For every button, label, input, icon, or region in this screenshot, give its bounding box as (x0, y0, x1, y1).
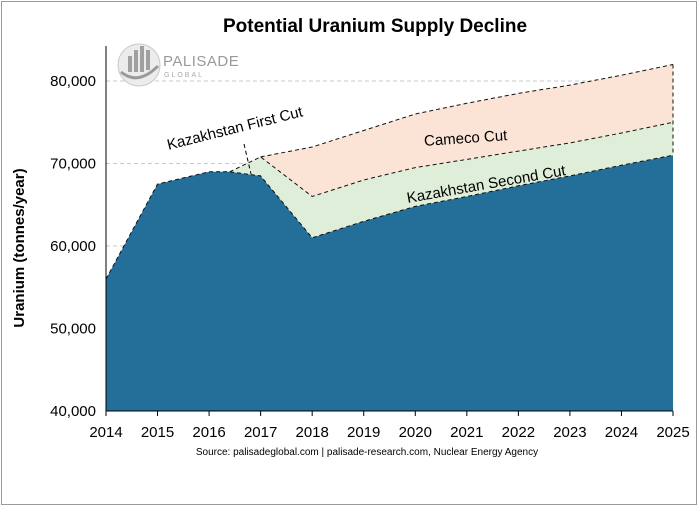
logo-name: PALISADE (163, 53, 239, 70)
annotation-pointer (243, 143, 252, 175)
annotation-kazakhstan-first-cut: Kazakhstan First Cut (165, 103, 305, 153)
logo-bar-icon (140, 46, 144, 72)
x-tick-label: 2021 (450, 424, 483, 441)
x-tick-label: 2022 (502, 424, 535, 441)
logo-bar-icon (128, 56, 132, 72)
x-tick-label: 2014 (89, 424, 122, 441)
logo-circle-icon (117, 43, 161, 87)
kazakhstan-second-cut-band (229, 122, 673, 238)
logo-tagline: GLOBAL (164, 72, 204, 79)
y-tick-label: 60,000 (50, 238, 96, 255)
areas (106, 64, 673, 411)
source-note: Source: palisadeglobal.com | palisade-re… (196, 447, 538, 458)
logo-bar-icon (134, 50, 138, 72)
palisade-logo: PALISADE GLOBAL (117, 43, 239, 87)
y-tick-labels: 40,000 50,000 60,000 70,000 80,000 (50, 73, 96, 420)
x-tick-labels: 2014 2015 2016 2017 2018 2019 2020 2021 2022 2023… (89, 411, 690, 441)
x-tick-label: 2016 (192, 424, 225, 441)
y-tick-label: 80,000 (50, 73, 96, 90)
logo-bar-icon (146, 50, 150, 70)
chart-title: Potential Uranium Supply Decline (223, 16, 527, 37)
x-tick-label: 2024 (605, 424, 638, 441)
cameco-cut-band (260, 64, 673, 197)
annotation-cameco-cut: Cameco Cut (424, 127, 509, 150)
y-axis-label: Uranium (tonnes/year) (11, 168, 28, 327)
x-tick-label: 2020 (399, 424, 432, 441)
logo-swoosh-icon (120, 64, 160, 80)
x-tick-label: 2018 (295, 424, 328, 441)
x-tick-label: 2015 (141, 424, 174, 441)
kazakhstan-second-cut-line (229, 121, 674, 198)
x-tick-label: 2025 (656, 424, 689, 441)
x-tick-label: 2017 (244, 424, 277, 441)
y-tick-label: 70,000 (50, 156, 96, 173)
x-tick-label: 2019 (347, 424, 380, 441)
cameco-cut-line (260, 64, 674, 158)
dashed-boundaries (105, 64, 674, 280)
y-tick-label: 40,000 (50, 403, 96, 420)
base-supply-area (106, 155, 673, 411)
base-boundary-line (105, 154, 674, 280)
y-tick-label: 50,000 (50, 321, 96, 338)
x-tick-label: 2023 (553, 424, 586, 441)
